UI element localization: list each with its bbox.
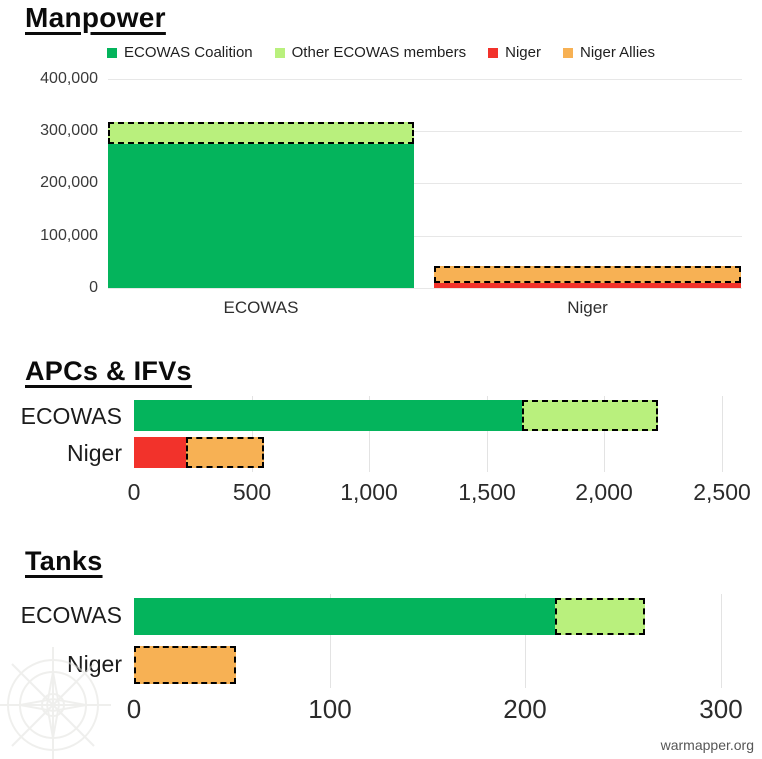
- watermark-text: warmapper.org: [660, 737, 754, 753]
- manpower-gridline: [108, 183, 742, 184]
- apcs-seg-niger: [134, 437, 186, 468]
- apcs-ifvs-title: APCs & IFVs: [25, 356, 192, 386]
- apcs-gridline: [252, 396, 253, 472]
- manpower-seg-other-ecowas: [108, 122, 414, 145]
- apcs-bar-ecowas: [134, 400, 722, 431]
- legend-item-ecowas-coalition: ECOWAS Coalition: [106, 44, 253, 61]
- tanks-x-tick: 200: [503, 694, 547, 724]
- legend-swatch-other-ecowas-icon: [274, 47, 285, 58]
- apcs-seg-niger-allies: [185, 437, 265, 468]
- tanks-gridline: [721, 594, 722, 688]
- apcs-x-tick: 500: [232, 479, 272, 505]
- manpower-seg-niger-allies: [434, 266, 741, 283]
- tanks-x-tick: 0: [126, 694, 142, 724]
- compass-icon: [0, 647, 111, 759]
- manpower-bar-ecowas: [108, 79, 414, 288]
- apcs-gridline: [487, 396, 488, 472]
- legend-item-other-ecowas: Other ECOWAS members: [274, 44, 467, 61]
- legend-label-niger: Niger: [505, 44, 541, 61]
- tanks-row-label-niger: Niger: [67, 651, 122, 677]
- apcs-bar-niger: [134, 437, 722, 468]
- tanks-row-label-ecowas: ECOWAS: [20, 602, 122, 628]
- apcs-x-tick: 2,000: [575, 479, 633, 505]
- tanks-x-tick: 100: [308, 694, 352, 724]
- manpower-title: Manpower: [25, 2, 166, 33]
- manpower-y-tick: 0: [89, 279, 98, 296]
- apcs-row-label-ecowas: ECOWAS: [20, 403, 122, 429]
- legend-item-niger: Niger: [488, 44, 541, 61]
- manpower-gridline: [108, 131, 742, 132]
- legend-label-other-ecowas: Other ECOWAS members: [291, 44, 467, 61]
- manpower-seg-niger: [434, 282, 741, 288]
- tanks-x-tick: 300: [699, 694, 743, 724]
- legend-label-niger-allies: Niger Allies: [579, 44, 656, 61]
- apcs-x-tick: 0: [127, 479, 141, 505]
- manpower-y-tick: 200,000: [40, 174, 98, 191]
- legend-label-ecowas-coalition: ECOWAS Coalition: [123, 44, 253, 61]
- apcs-row-label-niger: Niger: [67, 440, 122, 466]
- tanks-seg-other-ecowas: [554, 598, 645, 635]
- apcs-seg-other-ecowas: [522, 400, 659, 431]
- manpower-bar-niger: [434, 79, 741, 288]
- apcs-seg-ecowas-coalition: [134, 400, 523, 431]
- tanks-gridline: [330, 594, 331, 688]
- tanks-bar-ecowas: [134, 598, 721, 635]
- apcs-x-tick: 1,500: [458, 479, 516, 505]
- manpower-gridline: [108, 79, 742, 80]
- tanks-gridline: [525, 594, 526, 688]
- legend-swatch-ecowas-coalition-icon: [106, 47, 117, 58]
- apcs-gridline: [604, 396, 605, 472]
- apcs-gridline: [369, 396, 370, 472]
- apcs-x-tick: 2,500: [693, 479, 751, 505]
- legend-swatch-niger-icon: [488, 47, 499, 58]
- apcs-x-tick: 1,000: [340, 479, 398, 505]
- tanks-seg-niger-allies: [134, 646, 236, 684]
- legend-item-niger-allies: Niger Allies: [562, 44, 656, 61]
- tanks-bar-niger: [134, 646, 721, 684]
- tanks-title: Tanks: [25, 546, 103, 576]
- manpower-gridline: [108, 236, 742, 237]
- tanks-seg-ecowas-coalition: [134, 598, 555, 635]
- manpower-gridline: [108, 288, 742, 289]
- manpower-seg-ecowas-coalition: [108, 144, 414, 288]
- manpower-y-tick: 100,000: [40, 227, 98, 244]
- legend-swatch-niger-allies-icon: [562, 47, 573, 58]
- legend: ECOWAS Coalition Other ECOWAS members Ni…: [0, 44, 762, 61]
- manpower-category-label-ecowas: ECOWAS: [223, 298, 299, 317]
- manpower-y-tick: 300,000: [40, 122, 98, 139]
- manpower-y-tick: 400,000: [40, 70, 98, 87]
- apcs-gridline: [722, 396, 723, 472]
- manpower-category-label-niger: Niger: [567, 298, 608, 317]
